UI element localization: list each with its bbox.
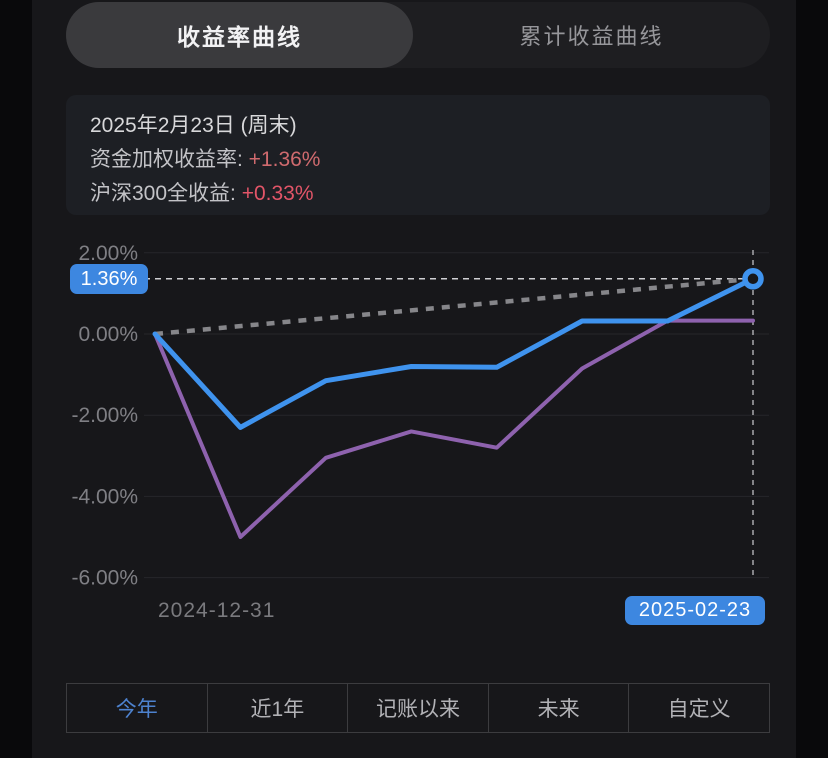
weighted-return-row: 资金加权收益率: +1.36%	[90, 143, 746, 177]
range-tab-since-inception[interactable]: 记账以来	[347, 684, 488, 732]
y-axis-tick-label: -2.00%	[71, 404, 138, 427]
range-tab-custom[interactable]: 自定义	[628, 684, 769, 732]
series-line-沪深300全收益	[153, 318, 755, 539]
weighted-return-label: 资金加权收益率:	[90, 148, 249, 171]
selected-date: 2025年2月23日 (周末)	[90, 114, 297, 137]
reference-dashed-line	[154, 276, 754, 337]
tab-cumulative-return-curve[interactable]: 累计收益曲线	[413, 19, 770, 51]
curve-type-tabs: 收益率曲线 累计收益曲线	[66, 2, 770, 68]
return-rate-line-chart[interactable]: 2.00% 0.00% -2.00% -4.00% -6.00%	[32, 240, 796, 640]
tab-return-rate-curve[interactable]: 收益率曲线	[66, 2, 413, 68]
y-axis-tick-label: 0.00%	[78, 323, 138, 346]
y-axis-tick-label: -4.00%	[71, 485, 138, 508]
range-tab-last-1-year-label: 近1年	[250, 698, 305, 721]
range-tab-last-1-year[interactable]: 近1年	[206, 684, 348, 732]
tab-cumulative-return-curve-label: 累计收益曲线	[519, 24, 664, 49]
range-tab-future[interactable]: 未来	[487, 684, 629, 732]
range-tab-custom-label: 自定义	[667, 698, 731, 721]
current-value-badge: 1.36%	[70, 264, 148, 294]
csi300-return-value: +0.33%	[241, 182, 314, 205]
weighted-return-value: +1.36%	[248, 148, 321, 171]
tab-return-rate-curve-label: 收益率曲线	[177, 24, 302, 50]
range-tab-future-label: 未来	[537, 698, 580, 721]
end-date-badge: 2025-02-23	[625, 596, 765, 625]
csi300-return-row: 沪深300全收益: +0.33%	[90, 177, 746, 211]
range-tab-this-year[interactable]: 今年	[67, 684, 207, 732]
x-axis-start-label: 2024-12-31	[158, 599, 276, 622]
selected-point-info-card: 2025年2月23日 (周末) 资金加权收益率: +1.36% 沪深300全收益…	[66, 95, 770, 215]
range-tab-this-year-label: 今年	[115, 698, 158, 721]
date-range-tabs: 今年 近1年 记账以来 未来 自定义	[66, 683, 770, 733]
y-axis-tick-label: 2.00%	[78, 242, 138, 265]
end-point-marker[interactable]	[742, 268, 764, 290]
report-panel: 收益率曲线 累计收益曲线 2025年2月23日 (周末) 资金加权收益率: +1…	[32, 0, 796, 758]
y-axis-tick-label: -6.00%	[71, 567, 138, 590]
series-line-资金加权收益率	[152, 276, 756, 430]
csi300-return-label: 沪深300全收益:	[90, 182, 242, 205]
range-tab-since-inception-label: 记账以来	[375, 698, 460, 721]
